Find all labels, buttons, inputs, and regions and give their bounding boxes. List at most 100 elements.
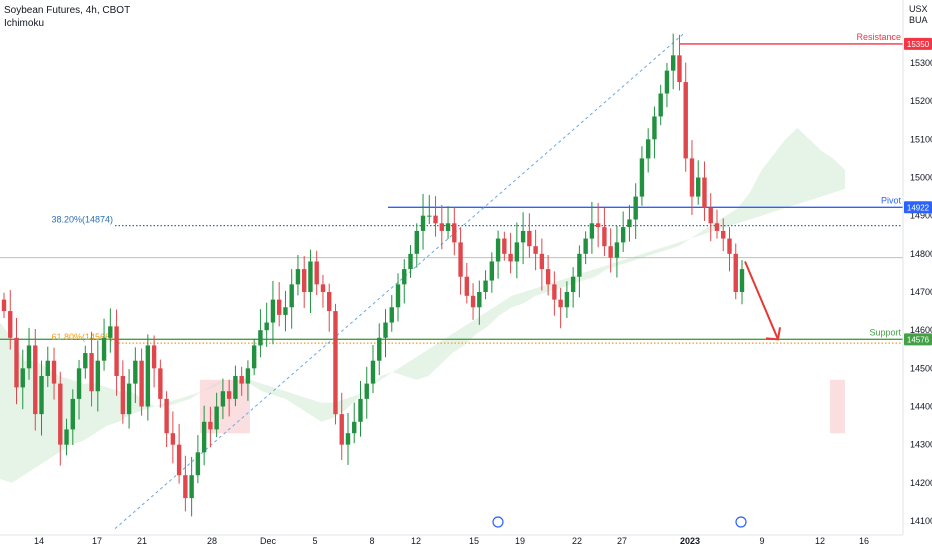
- candle-body: [245, 368, 251, 384]
- y-tick-label: 14700: [910, 287, 932, 297]
- y-tick-label: 14500: [910, 363, 932, 373]
- candle-body: [452, 223, 457, 243]
- cloud-area: [0, 127, 845, 483]
- arrow-head: [765, 327, 781, 341]
- candle-body: [489, 261, 495, 281]
- candle-body: [464, 276, 470, 296]
- candle-body: [264, 322, 269, 331]
- candle-body: [508, 253, 513, 262]
- candle-body: [345, 433, 351, 445]
- candle-body: [39, 375, 44, 415]
- candle-body: [89, 353, 94, 392]
- candle-body: [477, 292, 482, 308]
- candle-body: [126, 383, 132, 415]
- x-tick-label: 2023: [680, 536, 700, 546]
- candle-body: [352, 421, 357, 434]
- candle-body: [664, 70, 670, 94]
- candle-body: [377, 337, 382, 361]
- support-tag-text: 14576: [907, 335, 930, 344]
- support-tag: [904, 333, 932, 346]
- candle-body: [739, 269, 745, 292]
- pivot-label: Pivot: [881, 195, 902, 205]
- time-axis: 14 17 21 28 Dec 5 8 12 15 19 22 27 2023 9 12 16: [0, 516, 903, 546]
- level-tags: 15350 14922 14576: [904, 37, 932, 346]
- candle-body: [164, 398, 169, 434]
- candle-body: [201, 421, 207, 453]
- candle-body: [70, 398, 75, 430]
- fib-label: 38.20%(14874): [51, 215, 113, 225]
- candle-body: [714, 223, 720, 231]
- candle-body: [239, 375, 244, 384]
- candle-body: [614, 242, 620, 258]
- candle-body: [214, 406, 219, 430]
- candle-body: [627, 219, 632, 228]
- candle-body: [333, 311, 338, 415]
- candle-body: [251, 345, 257, 369]
- chart-header: Soybean Futures, 4h, CBOT Ichimoku: [4, 4, 130, 30]
- fib-label: 61.80%(14566): [51, 332, 113, 342]
- candle-body: [733, 253, 738, 292]
- currency-label: USX BUA: [909, 4, 928, 26]
- candle-body: [114, 326, 119, 376]
- candle-body: [577, 253, 582, 277]
- candle-body: [176, 444, 182, 476]
- x-tick-label: 22: [572, 536, 582, 546]
- candle-body: [527, 230, 532, 247]
- level-lines: Resistance Pivot Support 38.20%(14874) 61.80…: [0, 32, 903, 344]
- candle-body: [702, 177, 707, 209]
- x-tick-label: 12: [815, 536, 825, 546]
- candle-body: [395, 284, 401, 308]
- candle-body: [445, 223, 451, 231]
- candle-body: [721, 230, 726, 239]
- candle-body: [433, 215, 438, 224]
- y-tick-label: 15100: [910, 134, 932, 144]
- chart-title: Soybean Futures, 4h, CBOT: [4, 5, 131, 16]
- fib-trend-line: [114, 32, 686, 530]
- x-tick-label: 8: [369, 536, 374, 546]
- candle-body: [308, 261, 313, 292]
- candle-body: [652, 116, 657, 140]
- x-tick-label: 5: [312, 536, 317, 546]
- candle-body: [533, 246, 538, 254]
- candle-body: [33, 345, 38, 415]
- candle-body: [289, 284, 294, 308]
- x-tick-label: Dec: [260, 536, 277, 546]
- candle-body: [495, 238, 501, 262]
- x-tick-label: 17: [92, 536, 102, 546]
- candle-body: [520, 230, 526, 243]
- candle-body: [677, 55, 682, 83]
- candle-body: [420, 215, 426, 231]
- candle-body: [564, 292, 570, 308]
- candle-body: [83, 353, 88, 369]
- projection-arrow: [744, 261, 781, 341]
- candle-body: [314, 261, 319, 285]
- candle-body: [645, 139, 651, 159]
- y-tick-label: 15300: [910, 58, 932, 68]
- candle-body: [402, 269, 407, 285]
- resistance-tag: [904, 37, 932, 50]
- y-tick-label: 14400: [910, 402, 932, 412]
- candle-body: [139, 360, 144, 407]
- candle-body: [633, 196, 638, 220]
- candle-body: [8, 311, 13, 338]
- candle-body: [602, 227, 607, 247]
- x-tick-label: 19: [515, 536, 525, 546]
- candle-body: [170, 433, 176, 445]
- y-tick-label: 14900: [910, 211, 932, 221]
- candle-body: [270, 299, 276, 323]
- event-marker-icon: [735, 516, 747, 528]
- candle-body: [370, 360, 376, 384]
- resistance-tag-text: 15350: [907, 40, 930, 49]
- candle-body: [151, 345, 157, 369]
- x-tick-label: 15: [469, 536, 479, 546]
- candle-body: [14, 337, 19, 388]
- candle-body: [133, 360, 138, 384]
- candle-body: [233, 375, 238, 399]
- price-axis: 14100 14200 14300 14400 14500 14600 14700 14800…: [902, 0, 932, 535]
- x-tick-label: 21: [137, 536, 147, 546]
- candle-body: [120, 375, 126, 415]
- x-tick-label: 12: [411, 536, 421, 546]
- candle-body: [295, 269, 301, 285]
- candle-body: [20, 368, 25, 388]
